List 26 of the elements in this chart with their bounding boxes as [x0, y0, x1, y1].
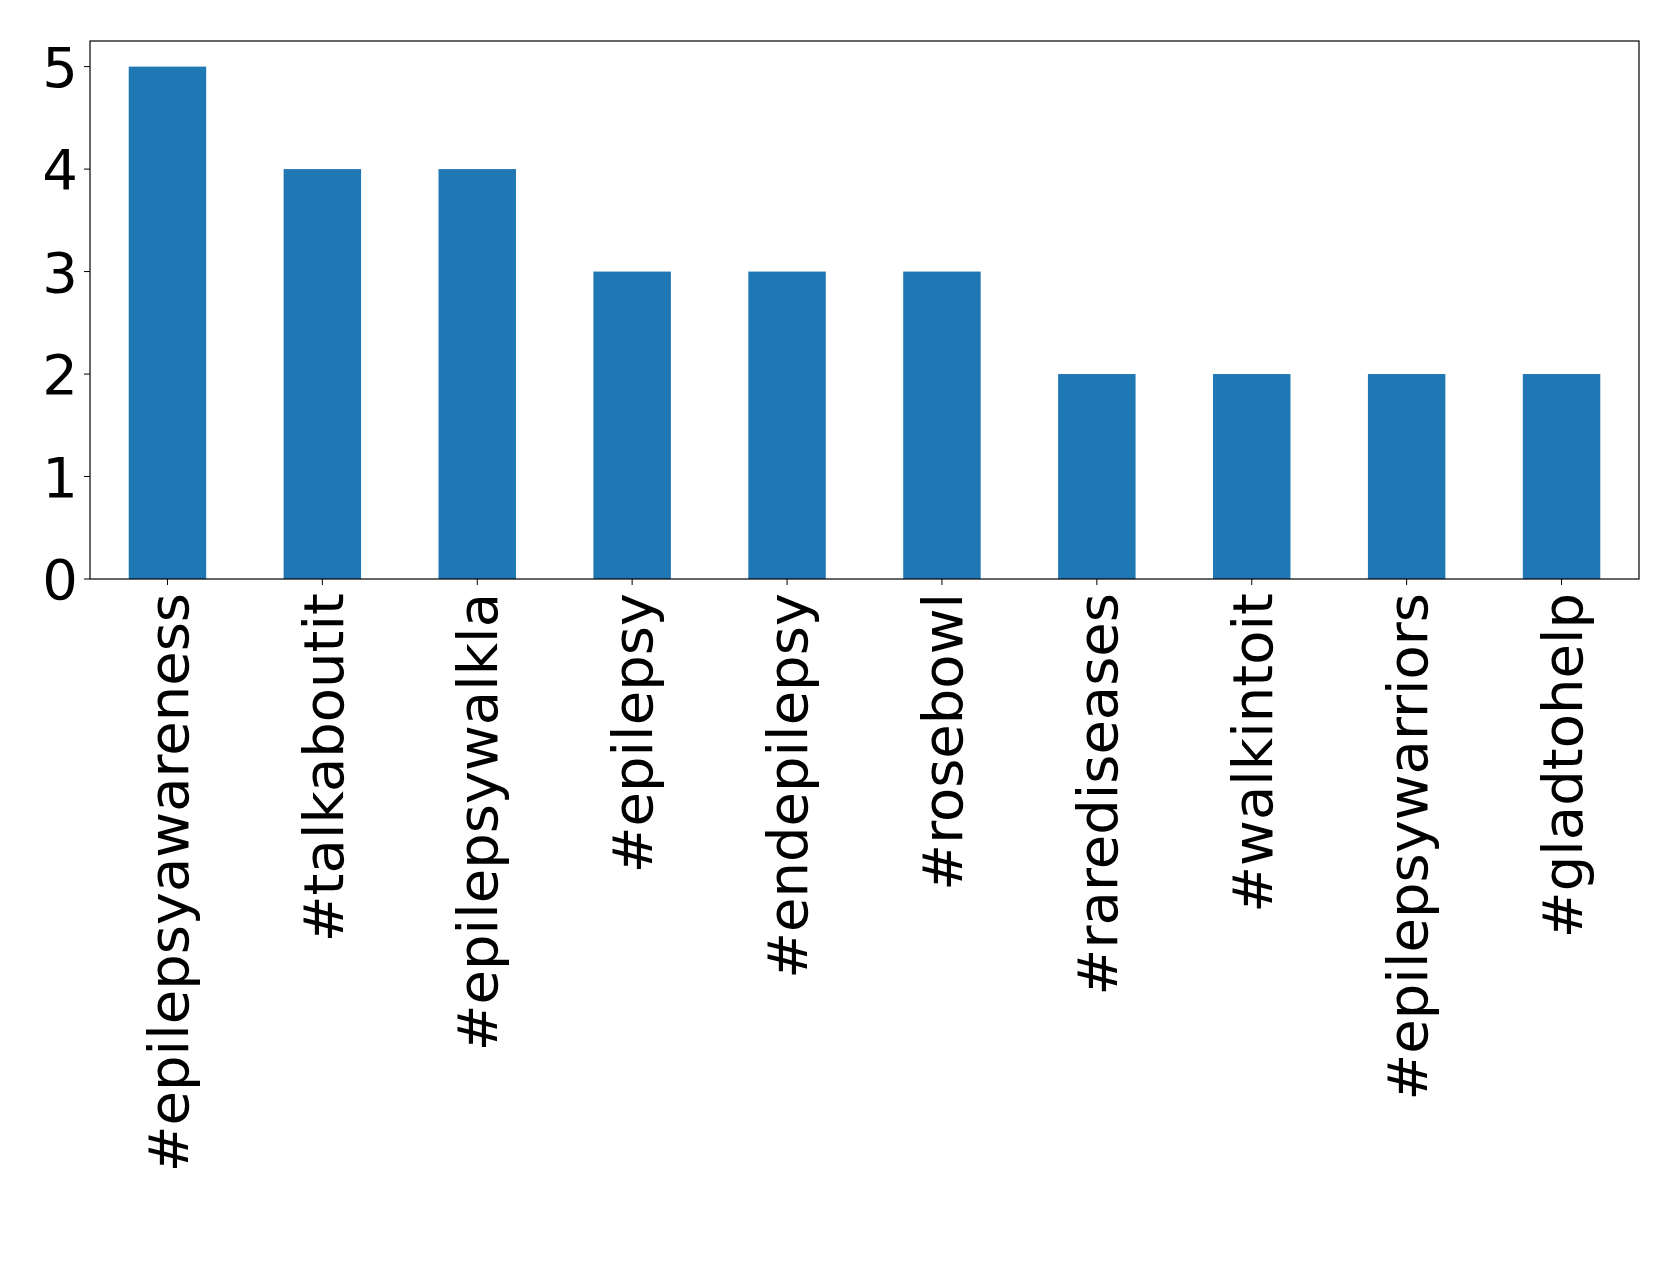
x-tick-label: #rarediseases	[1065, 593, 1131, 996]
x-tick-label: #endepilepsy	[755, 593, 821, 979]
y-tick-label: 0	[42, 547, 78, 613]
y-tick-label: 2	[42, 342, 78, 408]
bar	[903, 271, 981, 579]
bar	[438, 169, 516, 579]
bar	[748, 271, 826, 579]
x-tick-label: #walkintoit	[1219, 593, 1285, 913]
bar	[1058, 374, 1136, 579]
x-tick-label: #rosebowl	[910, 593, 976, 891]
bar	[283, 169, 362, 579]
y-tick-label: 1	[42, 444, 78, 510]
y-tick-label: 3	[42, 239, 78, 305]
x-tick-label: #epilepsywalkla	[445, 593, 511, 1052]
bar	[593, 271, 671, 579]
x-tick-label: #talkaboutit	[290, 593, 356, 943]
x-tick-label: #epilepsyawareness	[135, 593, 201, 1173]
y-tick-label: 4	[42, 137, 78, 203]
x-tick-label: #epilepsy	[600, 593, 666, 874]
y-tick-label: 5	[42, 34, 78, 100]
bar	[128, 66, 207, 579]
x-tick-label: #gladtohelp	[1529, 593, 1595, 939]
bar	[1213, 374, 1291, 579]
bar	[1367, 374, 1446, 579]
bar	[1522, 374, 1601, 579]
x-tick-label: #epilepsywarriors	[1374, 593, 1440, 1101]
